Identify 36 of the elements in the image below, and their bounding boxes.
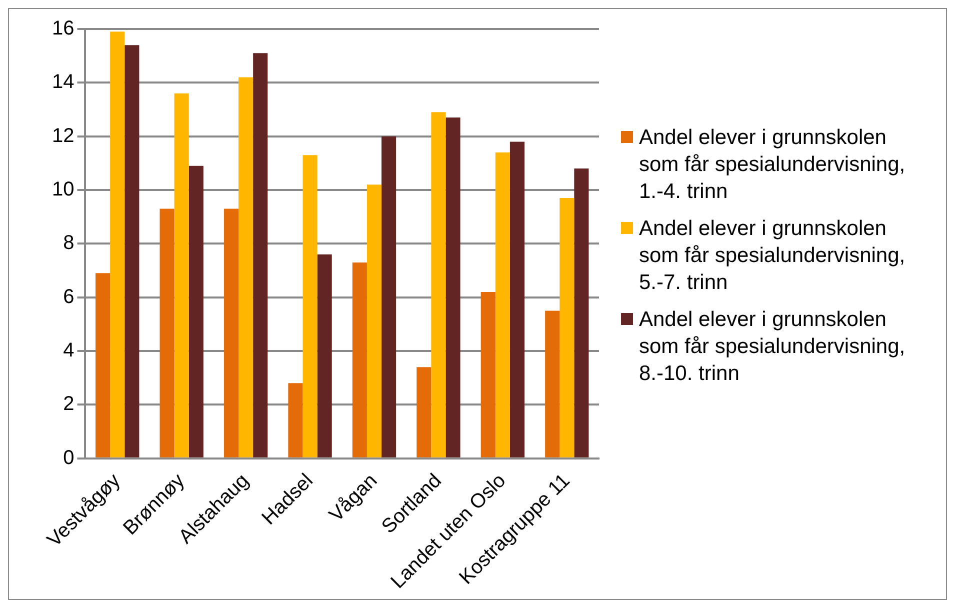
bar xyxy=(431,112,446,458)
bar xyxy=(160,208,174,458)
y-tick-label: 10 xyxy=(52,178,74,201)
bar xyxy=(124,45,140,458)
legend-label: Andel elever i grunnskolen som får spesialundervisning, 8.-10. trinn xyxy=(639,307,906,387)
bar xyxy=(110,32,125,458)
bar xyxy=(545,310,560,458)
bar xyxy=(288,383,303,458)
bar xyxy=(495,152,510,458)
bar xyxy=(238,77,254,458)
bar xyxy=(352,262,367,458)
y-tick-label: 16 xyxy=(52,18,74,40)
bar xyxy=(574,168,589,458)
bar xyxy=(302,155,318,458)
bar xyxy=(416,367,432,458)
bar xyxy=(317,254,332,458)
y-tick-label: 0 xyxy=(63,446,74,469)
y-tick-label: 12 xyxy=(52,124,74,147)
bar xyxy=(224,208,239,458)
bar xyxy=(480,292,496,458)
bar xyxy=(174,93,189,458)
y-tick-label: 6 xyxy=(63,286,74,308)
y-tick-label: 8 xyxy=(63,232,74,254)
bar xyxy=(382,136,396,458)
y-tick-label: 14 xyxy=(52,71,74,94)
bar xyxy=(510,142,525,458)
bar xyxy=(253,53,268,458)
bar xyxy=(446,118,460,458)
legend-label: Andel elever i grunnskolen som får spesialundervisning, 1.-4. trinn xyxy=(639,125,906,205)
bar xyxy=(96,273,110,458)
y-tick-label: 2 xyxy=(63,393,74,416)
bar xyxy=(560,198,574,458)
bar xyxy=(366,184,382,458)
bar xyxy=(188,166,204,458)
y-tick-label: 4 xyxy=(63,340,74,362)
legend-label: Andel elever i grunnskolen som får spesialundervisning, 5.-7. trinn xyxy=(639,216,906,296)
